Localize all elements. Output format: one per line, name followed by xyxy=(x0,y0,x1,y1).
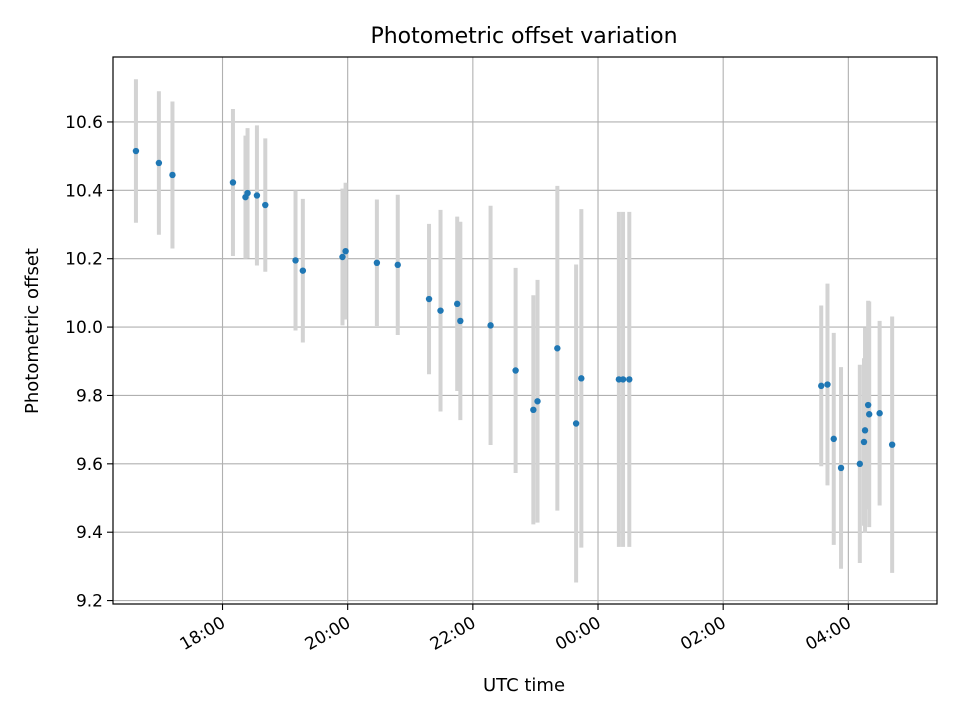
data-point xyxy=(578,375,585,382)
data-point xyxy=(169,171,176,179)
data-point xyxy=(530,406,537,414)
data-point xyxy=(830,435,837,443)
y-tick-label: 9.4 xyxy=(76,523,103,543)
plot-frame xyxy=(112,56,938,605)
data-point xyxy=(572,420,580,427)
data-point xyxy=(866,411,873,418)
data-point xyxy=(856,460,864,468)
data-point xyxy=(454,300,461,308)
data-point xyxy=(824,381,831,388)
chart-title: Photometric offset variation xyxy=(370,24,677,49)
data-points xyxy=(132,147,896,472)
data-point xyxy=(837,464,845,472)
data-point xyxy=(861,427,869,434)
data-point xyxy=(155,159,163,167)
data-point xyxy=(626,376,633,383)
y-tick-label: 10.6 xyxy=(65,113,103,133)
data-point xyxy=(554,345,561,352)
y-tick-label: 10.4 xyxy=(65,181,103,201)
data-point xyxy=(864,401,872,409)
y-axis-label: Photometric offset xyxy=(22,248,43,414)
data-point xyxy=(457,317,464,325)
data-point xyxy=(818,382,825,390)
y-axis: 9.2 9.4 9.6 9.8 10.0 10.2 10.4 10.6 xyxy=(65,113,113,612)
y-tick-label: 10.2 xyxy=(65,250,103,270)
y-tick-label: 10.0 xyxy=(65,318,103,338)
data-point xyxy=(512,367,519,374)
data-point xyxy=(437,307,444,314)
data-point xyxy=(292,257,299,264)
data-point xyxy=(373,259,381,267)
data-point xyxy=(262,201,269,209)
data-point xyxy=(619,376,627,383)
data-point xyxy=(244,189,251,197)
data-point xyxy=(299,267,307,274)
y-tick-label: 9.8 xyxy=(76,386,103,406)
data-point xyxy=(860,438,868,446)
y-tick-label: 9.6 xyxy=(76,455,103,475)
y-tick-label: 9.2 xyxy=(76,592,103,612)
grid xyxy=(113,57,937,604)
data-point xyxy=(888,441,896,448)
data-point xyxy=(229,179,237,186)
data-point xyxy=(425,295,433,303)
data-point xyxy=(876,410,883,417)
data-point xyxy=(534,398,541,405)
data-point xyxy=(339,253,346,261)
data-point xyxy=(342,247,349,255)
data-point xyxy=(132,147,140,155)
data-point xyxy=(394,261,401,269)
x-axis-label: UTC time xyxy=(483,675,565,696)
data-point xyxy=(253,192,261,199)
data-point xyxy=(487,322,494,329)
